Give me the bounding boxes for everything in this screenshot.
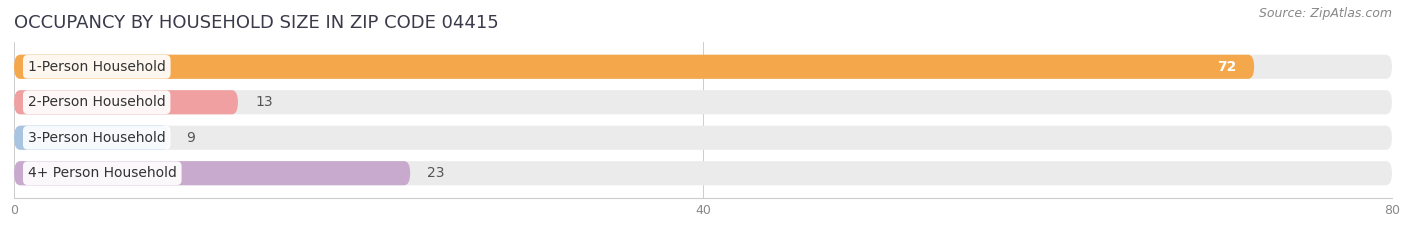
Text: 3-Person Household: 3-Person Household (28, 131, 166, 145)
FancyBboxPatch shape (14, 126, 1392, 150)
FancyBboxPatch shape (14, 161, 1392, 185)
Text: OCCUPANCY BY HOUSEHOLD SIZE IN ZIP CODE 04415: OCCUPANCY BY HOUSEHOLD SIZE IN ZIP CODE … (14, 14, 499, 32)
FancyBboxPatch shape (14, 90, 238, 114)
FancyBboxPatch shape (14, 90, 1392, 114)
FancyBboxPatch shape (14, 55, 1392, 79)
Text: 9: 9 (186, 131, 195, 145)
Text: Source: ZipAtlas.com: Source: ZipAtlas.com (1258, 7, 1392, 20)
Text: 1-Person Household: 1-Person Household (28, 60, 166, 74)
Text: 4+ Person Household: 4+ Person Household (28, 166, 177, 180)
Text: 72: 72 (1218, 60, 1237, 74)
FancyBboxPatch shape (14, 55, 1254, 79)
Text: 13: 13 (256, 95, 273, 109)
FancyBboxPatch shape (14, 126, 169, 150)
FancyBboxPatch shape (14, 161, 411, 185)
Text: 2-Person Household: 2-Person Household (28, 95, 166, 109)
Text: 23: 23 (427, 166, 444, 180)
